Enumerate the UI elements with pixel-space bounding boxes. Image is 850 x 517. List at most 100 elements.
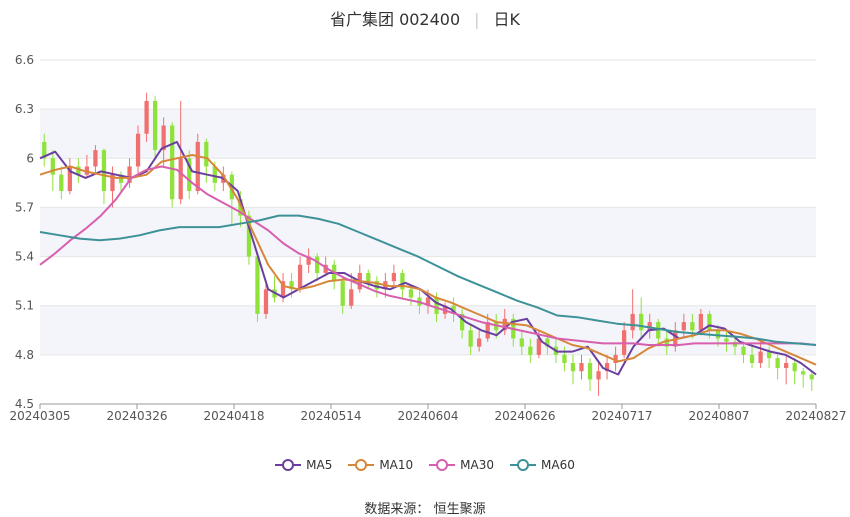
candle-body <box>596 371 601 380</box>
y-tick-label: 5.1 <box>15 299 34 313</box>
candlestick-chart: 4.54.85.15.45.766.36.6 20240305 20240326 2… <box>9 53 847 423</box>
source-label: 数据来源： <box>364 502 430 517</box>
candle-body <box>477 338 482 347</box>
candle-body <box>587 363 593 380</box>
x-tick-label: 20240418 <box>203 409 264 423</box>
candle-body <box>144 100 149 134</box>
chart-band <box>40 109 816 159</box>
candle-body <box>152 100 158 151</box>
candle-body <box>323 264 328 273</box>
candle-body <box>528 346 533 355</box>
candle-body <box>315 256 320 273</box>
y-tick-label: 5.7 <box>15 200 34 214</box>
series-line-ma30 <box>39 165 817 346</box>
candle-body <box>690 322 695 331</box>
series-line-ma60 <box>39 214 817 346</box>
legend-item-ma5[interactable]: MA5 <box>275 458 332 472</box>
legend-marker <box>348 459 375 471</box>
candle-body <box>101 150 107 192</box>
candle-body <box>195 141 200 192</box>
legend-marker <box>510 459 537 471</box>
candle-body <box>801 371 806 375</box>
candle-body <box>749 354 755 364</box>
candle-body <box>468 330 473 347</box>
candle-body <box>434 297 439 314</box>
candle-body <box>349 289 354 306</box>
candle-body <box>707 313 712 331</box>
chart-title: 省广集团 002400 | 日K <box>0 6 850 30</box>
candle-body <box>178 158 183 200</box>
candle-body <box>604 363 610 372</box>
candle-body <box>289 281 294 290</box>
candle-body <box>408 289 414 298</box>
legend: MA5 MA10 MA30 MA60 <box>0 458 850 475</box>
candle-body <box>42 141 47 159</box>
candle-body <box>76 166 81 175</box>
source-name: 恒生聚源 <box>433 502 486 517</box>
x-tick-label: 20240514 <box>300 409 361 423</box>
candle-body <box>459 313 465 331</box>
candle-body <box>664 338 669 347</box>
x-tick-label: 20240604 <box>397 409 458 423</box>
data-source: 数据来源： 恒生聚源 <box>0 498 850 517</box>
candle-body <box>135 133 141 167</box>
candle-body <box>400 272 405 290</box>
candle-body <box>579 363 584 372</box>
candle-body <box>724 338 729 342</box>
candle-body <box>613 354 618 364</box>
candle-body <box>809 374 814 380</box>
candle-body <box>741 346 746 355</box>
x-tick-label: 20240717 <box>591 409 652 423</box>
candle-body <box>374 281 379 290</box>
candle-body <box>451 305 456 314</box>
candle-body <box>127 166 132 183</box>
candle-body <box>519 338 524 347</box>
candle-body <box>570 363 576 372</box>
candle-body <box>59 174 64 192</box>
y-tick-label: 5.4 <box>15 250 34 264</box>
candle-body <box>681 322 686 331</box>
candle-body <box>306 256 311 265</box>
x-tick-label: 20240305 <box>9 409 70 423</box>
x-tick-label: 20240807 <box>688 409 749 423</box>
candle-body <box>263 289 269 314</box>
y-tick-label: 4.8 <box>15 348 34 362</box>
legend-item-ma30[interactable]: MA30 <box>429 458 494 472</box>
candle-body <box>391 272 397 282</box>
legend-marker <box>429 459 456 471</box>
legend-marker <box>275 459 302 471</box>
candle-body <box>110 174 115 192</box>
candle-body <box>647 322 652 331</box>
legend-label: MA60 <box>541 458 575 472</box>
candle-body <box>545 338 550 347</box>
candle-body <box>238 199 243 216</box>
y-tick-label: 6.6 <box>15 53 34 67</box>
x-axis: 20240305 20240326 20240418 20240514 20240604… <box>9 403 847 423</box>
stock-code: 002400 <box>399 10 461 29</box>
x-tick-label: 20240626 <box>494 409 555 423</box>
x-tick-label: 20240326 <box>106 409 167 423</box>
legend-item-ma10[interactable]: MA10 <box>348 458 413 472</box>
candle-body <box>161 125 166 151</box>
candle-body <box>502 318 507 331</box>
candle-body <box>536 338 541 355</box>
candle-body <box>212 166 217 183</box>
candle-body <box>246 215 252 257</box>
chart-band <box>40 305 816 355</box>
candle-body <box>204 141 209 167</box>
candle-body <box>366 272 371 282</box>
candle-body <box>280 281 286 298</box>
legend-label: MA5 <box>306 458 333 472</box>
candle-body <box>656 322 661 339</box>
y-tick-label: 6.3 <box>15 102 34 116</box>
candle-body <box>340 281 345 306</box>
series-line-ma10 <box>39 154 817 366</box>
candle-body <box>187 158 192 192</box>
y-tick-label: 4.5 <box>15 397 34 411</box>
legend-item-ma60[interactable]: MA60 <box>510 458 575 472</box>
candle-body <box>425 297 431 306</box>
ma-lines <box>39 140 817 376</box>
title-separator: | <box>474 10 480 29</box>
candle-body <box>775 358 780 368</box>
candle-body <box>562 354 567 364</box>
